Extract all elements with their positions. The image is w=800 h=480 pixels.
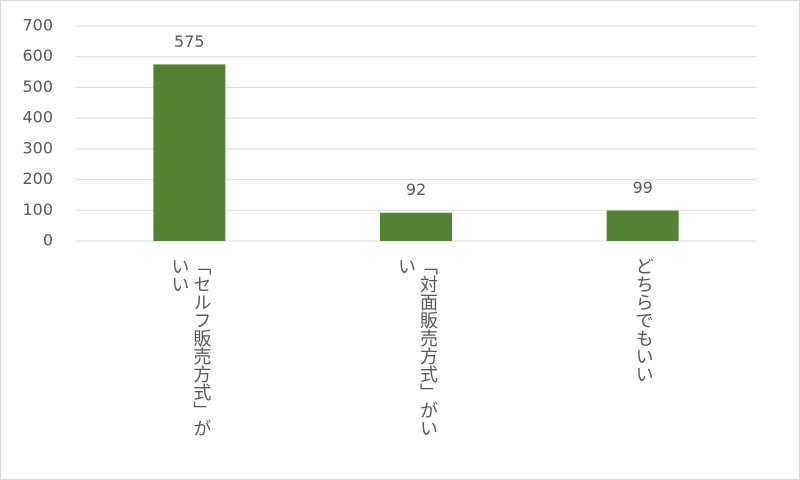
x-tick-label: 「対面販売方式」がいい [395,257,438,437]
y-tick-label: 400 [22,108,53,127]
data-label: 99 [632,178,652,197]
bar [606,210,679,241]
data-label: 575 [174,32,205,51]
y-tick-label: 0 [43,231,53,250]
y-tick-label: 100 [22,200,53,219]
y-tick-label: 300 [22,138,53,157]
x-tick-label: 「セルフ販売方式」がいい [168,257,212,437]
y-tick-label: 200 [22,169,53,188]
y-tick-label: 500 [22,77,53,96]
data-label: 92 [406,180,426,199]
y-tick-label: 600 [22,46,53,65]
bar [380,212,452,241]
x-tick-label: どちらでもいい [632,257,654,383]
bar [153,64,226,241]
y-tick-label: 700 [22,16,53,35]
